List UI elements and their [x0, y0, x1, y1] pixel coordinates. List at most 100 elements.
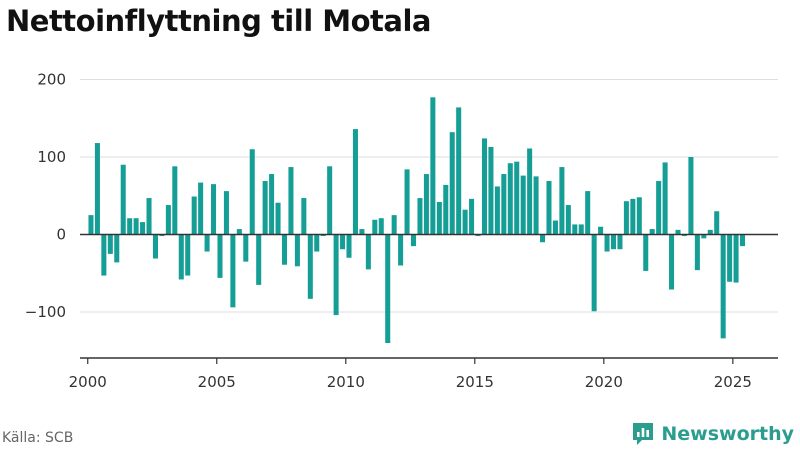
bar [178, 234, 184, 280]
bar [378, 218, 384, 235]
bar [578, 224, 584, 235]
bar [494, 186, 500, 235]
bar [191, 196, 197, 235]
brand-name: Newsworthy [661, 423, 794, 445]
bar [185, 234, 191, 276]
bar [552, 220, 558, 235]
x-axis-tick-labels: 2000 2005 2010 2015 2020 2025 [69, 358, 752, 391]
bar [327, 166, 333, 235]
bar [404, 169, 410, 235]
bar [243, 234, 249, 262]
bar [359, 229, 365, 235]
bar [681, 234, 687, 237]
bar [469, 198, 475, 235]
bar [656, 181, 662, 235]
x-tick-label: 2020 [585, 373, 623, 391]
bar [714, 211, 720, 235]
bar [630, 198, 636, 235]
bar [675, 229, 681, 235]
bar [301, 198, 307, 235]
grid-lines [80, 79, 778, 313]
bar [223, 191, 229, 235]
x-tick-label: 2010 [327, 373, 365, 391]
bar [152, 234, 158, 259]
bar [430, 97, 436, 235]
bar [707, 229, 713, 235]
bar [140, 222, 146, 235]
bar [372, 219, 378, 235]
bar [417, 198, 423, 235]
bar [101, 234, 107, 276]
bar [365, 234, 371, 270]
bar [281, 234, 288, 265]
x-tick-label: 2005 [198, 373, 236, 391]
bar [269, 174, 275, 235]
bar [352, 129, 358, 235]
bar [107, 234, 113, 254]
bar [217, 234, 223, 278]
newsworthy-logo-icon [633, 423, 654, 445]
bar [514, 161, 520, 235]
bar [256, 234, 262, 285]
bar [398, 234, 404, 266]
bar [159, 234, 165, 237]
bar [275, 202, 281, 235]
y-tick-label: 0 [56, 226, 66, 244]
bar [688, 157, 694, 235]
bar [114, 234, 120, 263]
bar [585, 191, 591, 235]
bar [449, 132, 455, 235]
bar [559, 167, 565, 235]
bar [127, 218, 133, 235]
bar [720, 234, 726, 339]
bar [294, 234, 300, 267]
bar [540, 234, 546, 243]
bar [236, 229, 242, 235]
bar [623, 201, 629, 235]
bar [230, 234, 236, 308]
bar [733, 234, 739, 283]
bar [385, 234, 391, 343]
bar [572, 224, 578, 235]
x-tick-label: 2015 [456, 373, 494, 391]
bar [204, 234, 210, 252]
bar [307, 234, 313, 299]
bar [481, 138, 487, 235]
bar [533, 176, 539, 235]
bar [262, 181, 268, 235]
y-tick-label: 100 [37, 148, 66, 166]
bar [391, 215, 397, 235]
bar [314, 234, 320, 252]
bar [565, 205, 571, 235]
bar [198, 182, 204, 235]
bar [133, 218, 139, 235]
bar [701, 234, 707, 239]
bar [507, 163, 513, 235]
bar [546, 181, 552, 235]
bar [598, 226, 604, 235]
bar [649, 229, 655, 235]
bar [333, 234, 339, 316]
bar [669, 234, 675, 290]
bar [488, 146, 494, 235]
x-tick-label: 2025 [714, 373, 752, 391]
bar [727, 234, 733, 282]
bars [88, 97, 746, 343]
bar [443, 184, 449, 235]
bar [423, 174, 429, 235]
y-tick-label: 200 [37, 71, 66, 89]
bar [165, 205, 171, 235]
bar [636, 197, 642, 235]
bar [520, 175, 526, 235]
bar [172, 166, 178, 235]
bar [527, 148, 533, 235]
bar [604, 234, 610, 252]
bar [740, 234, 746, 247]
bar [88, 215, 94, 235]
source-note: Källa: SCB [2, 430, 74, 446]
chart-title: Nettoinflyttning till Motala [6, 4, 431, 38]
bar [462, 209, 468, 235]
bar [249, 149, 255, 235]
bar [211, 184, 217, 235]
